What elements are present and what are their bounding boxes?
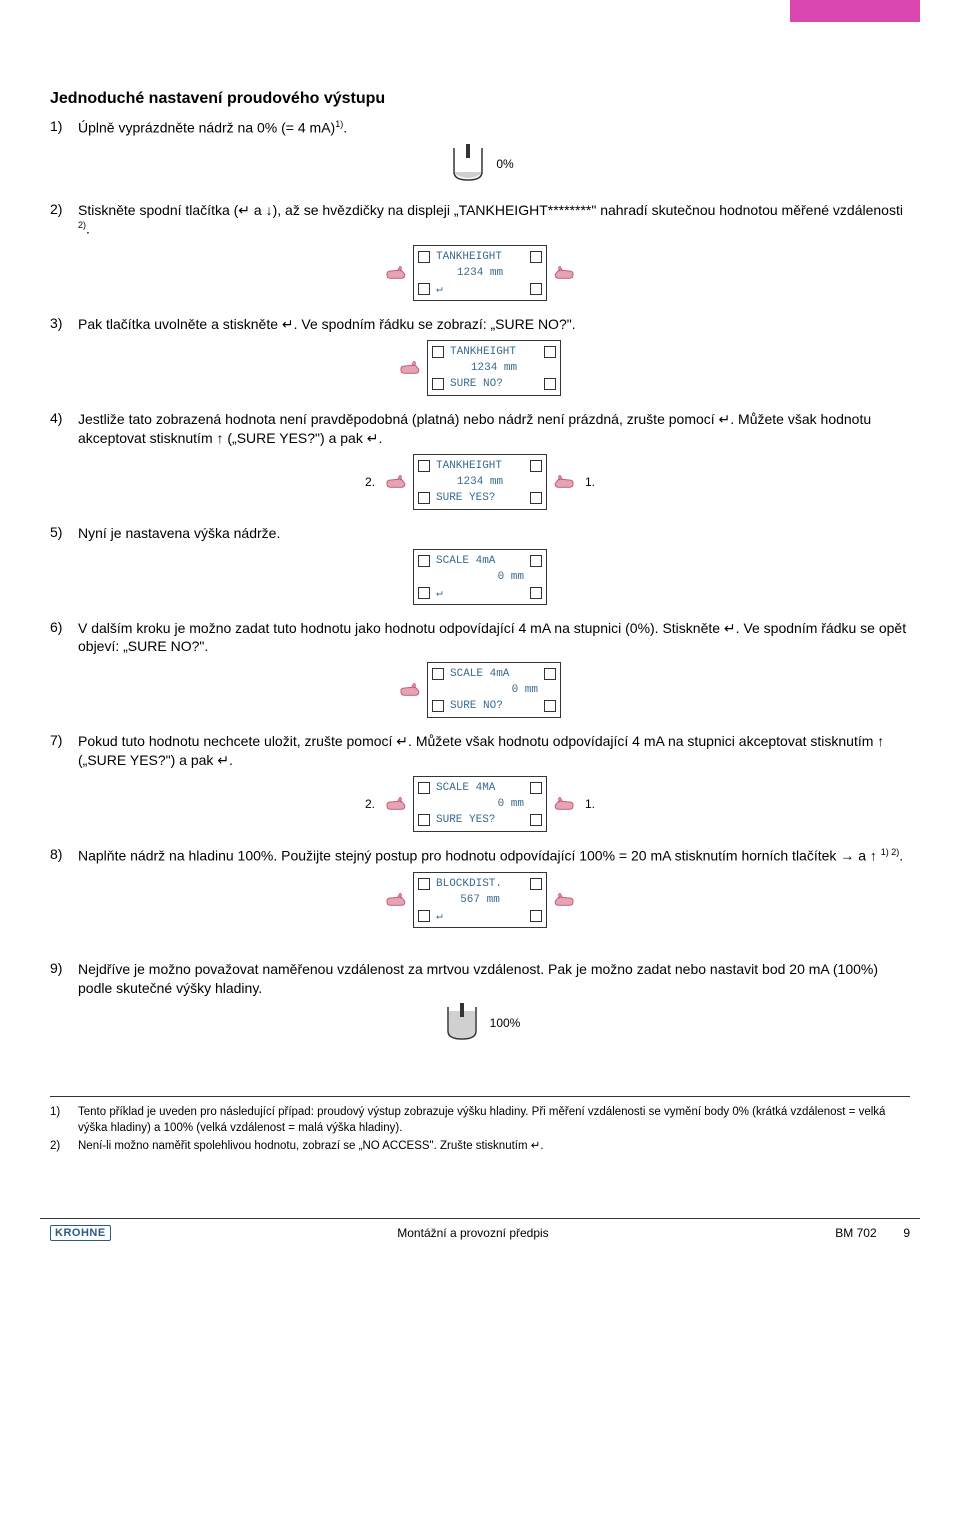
step-4: 4) Jestliže tato zobrazená hodnota není … [50, 410, 910, 448]
step-5: 5) Nyní je nastavena výška nádrže. [50, 524, 910, 543]
footer-title: Montážní a provozní předpis [397, 1226, 548, 1240]
step-text: Pokud tuto hodnotu nechcete uložit, zruš… [78, 732, 910, 770]
hand-right-icon [553, 796, 575, 812]
press-order-2: 2. [361, 797, 379, 811]
hand-left-icon [385, 796, 407, 812]
step-text: Úplně vyprázdněte nádrž na 0% (= 4 mA)1)… [78, 118, 910, 138]
step-3: 3) Pak tlačítka uvolněte a stiskněte ↵. … [50, 315, 910, 334]
step-8: 8) Naplňte nádrž na hladinu 100%. Použij… [50, 846, 910, 866]
hand-right-icon [553, 265, 575, 281]
step-6: 6) V dalším kroku je možno zadat tuto ho… [50, 619, 910, 657]
footnote-1: 1) Tento příklad je uveden pro následují… [50, 1105, 910, 1136]
figure-display-2: TANKHEIGHT 1234 mm ↵ [50, 245, 910, 301]
page-content: Jednoduché nastavení proudového výstupu … [0, 0, 960, 1178]
step-1: 1) Úplně vyprázdněte nádrž na 0% (= 4 mA… [50, 118, 910, 138]
step-text: Naplňte nádrž na hladinu 100%. Použijte … [78, 846, 910, 866]
press-order-2: 2. [361, 475, 379, 489]
figure-display-5: SCALE 4mA 0 mm ↵ [50, 549, 910, 605]
step-number: 1) [50, 118, 78, 138]
step-text: Nyní je nastavena výška nádrže. [78, 524, 910, 543]
figure-display-4: 2. TANKHEIGHT 1234 mm SURE YES? 1. [50, 454, 910, 510]
step-number: 4) [50, 410, 78, 448]
step-2: 2) Stiskněte spodní tlačítka (↵ a ↓), až… [50, 201, 910, 239]
figure-display-7: 2. SCALE 4MA 0 mm SURE YES? 1. [50, 776, 910, 832]
page-footer: KROHNE Montážní a provozní předpis BM 70… [40, 1218, 920, 1251]
tank-label: 100% [490, 1016, 521, 1030]
figure-display-3: TANKHEIGHT 1234 mm SURE NO? [50, 340, 910, 396]
step-number: 5) [50, 524, 78, 543]
step-text: Pak tlačítka uvolněte a stiskněte ↵. Ve … [78, 315, 910, 334]
step-text: Stiskněte spodní tlačítka (↵ a ↓), až se… [78, 201, 910, 239]
hand-left-icon [385, 474, 407, 490]
step-number: 8) [50, 846, 78, 866]
figure-display-6: SCALE 4mA 0 mm SURE NO? [50, 662, 910, 718]
step-number: 7) [50, 732, 78, 770]
step-number: 2) [50, 201, 78, 239]
step-number: 9) [50, 960, 78, 998]
footnote-2: 2) Není-li možno naměřit spolehlivou hod… [50, 1139, 910, 1155]
figure-tank-0: 0% [50, 144, 910, 187]
step-9: 9) Nejdříve je možno považovat naměřenou… [50, 960, 910, 998]
footnotes: 1) Tento příklad je uveden pro následují… [50, 1096, 910, 1155]
hand-left-icon [385, 265, 407, 281]
hand-left-icon [399, 682, 421, 698]
display-box: SCALE 4mA 0 mm ↵ [413, 549, 547, 605]
step-text: Jestliže tato zobrazená hodnota není pra… [78, 410, 910, 448]
footer-doc: BM 702 9 [835, 1226, 910, 1240]
hand-left-icon [385, 892, 407, 908]
tank-label: 0% [496, 157, 513, 171]
brand-tab [790, 0, 920, 22]
display-box: SCALE 4MA 0 mm SURE YES? [413, 776, 547, 832]
step-7: 7) Pokud tuto hodnotu nechcete uložit, z… [50, 732, 910, 770]
hand-right-icon [553, 474, 575, 490]
display-box: TANKHEIGHT 1234 mm ↵ [413, 245, 547, 301]
page-number: 9 [903, 1226, 910, 1240]
step-text: Nejdříve je možno považovat naměřenou vz… [78, 960, 910, 998]
step-text: V dalším kroku je možno zadat tuto hodno… [78, 619, 910, 657]
tank-icon [440, 1003, 484, 1043]
figure-tank-100: 100% [50, 1003, 910, 1046]
step-number: 6) [50, 619, 78, 657]
press-order-1: 1. [581, 797, 599, 811]
step-number: 3) [50, 315, 78, 334]
hand-left-icon [399, 360, 421, 376]
display-box: BLOCKDIST. 567 mm ↵ [413, 872, 547, 928]
tank-icon [446, 144, 490, 184]
display-box: TANKHEIGHT 1234 mm SURE YES? [413, 454, 547, 510]
hand-right-icon [553, 892, 575, 908]
brand-logo: KROHNE [50, 1225, 111, 1241]
section-title: Jednoduché nastavení proudového výstupu [50, 90, 910, 108]
display-box: SCALE 4mA 0 mm SURE NO? [427, 662, 561, 718]
display-box: TANKHEIGHT 1234 mm SURE NO? [427, 340, 561, 396]
press-order-1: 1. [581, 475, 599, 489]
figure-display-8: BLOCKDIST. 567 mm ↵ [50, 872, 910, 928]
